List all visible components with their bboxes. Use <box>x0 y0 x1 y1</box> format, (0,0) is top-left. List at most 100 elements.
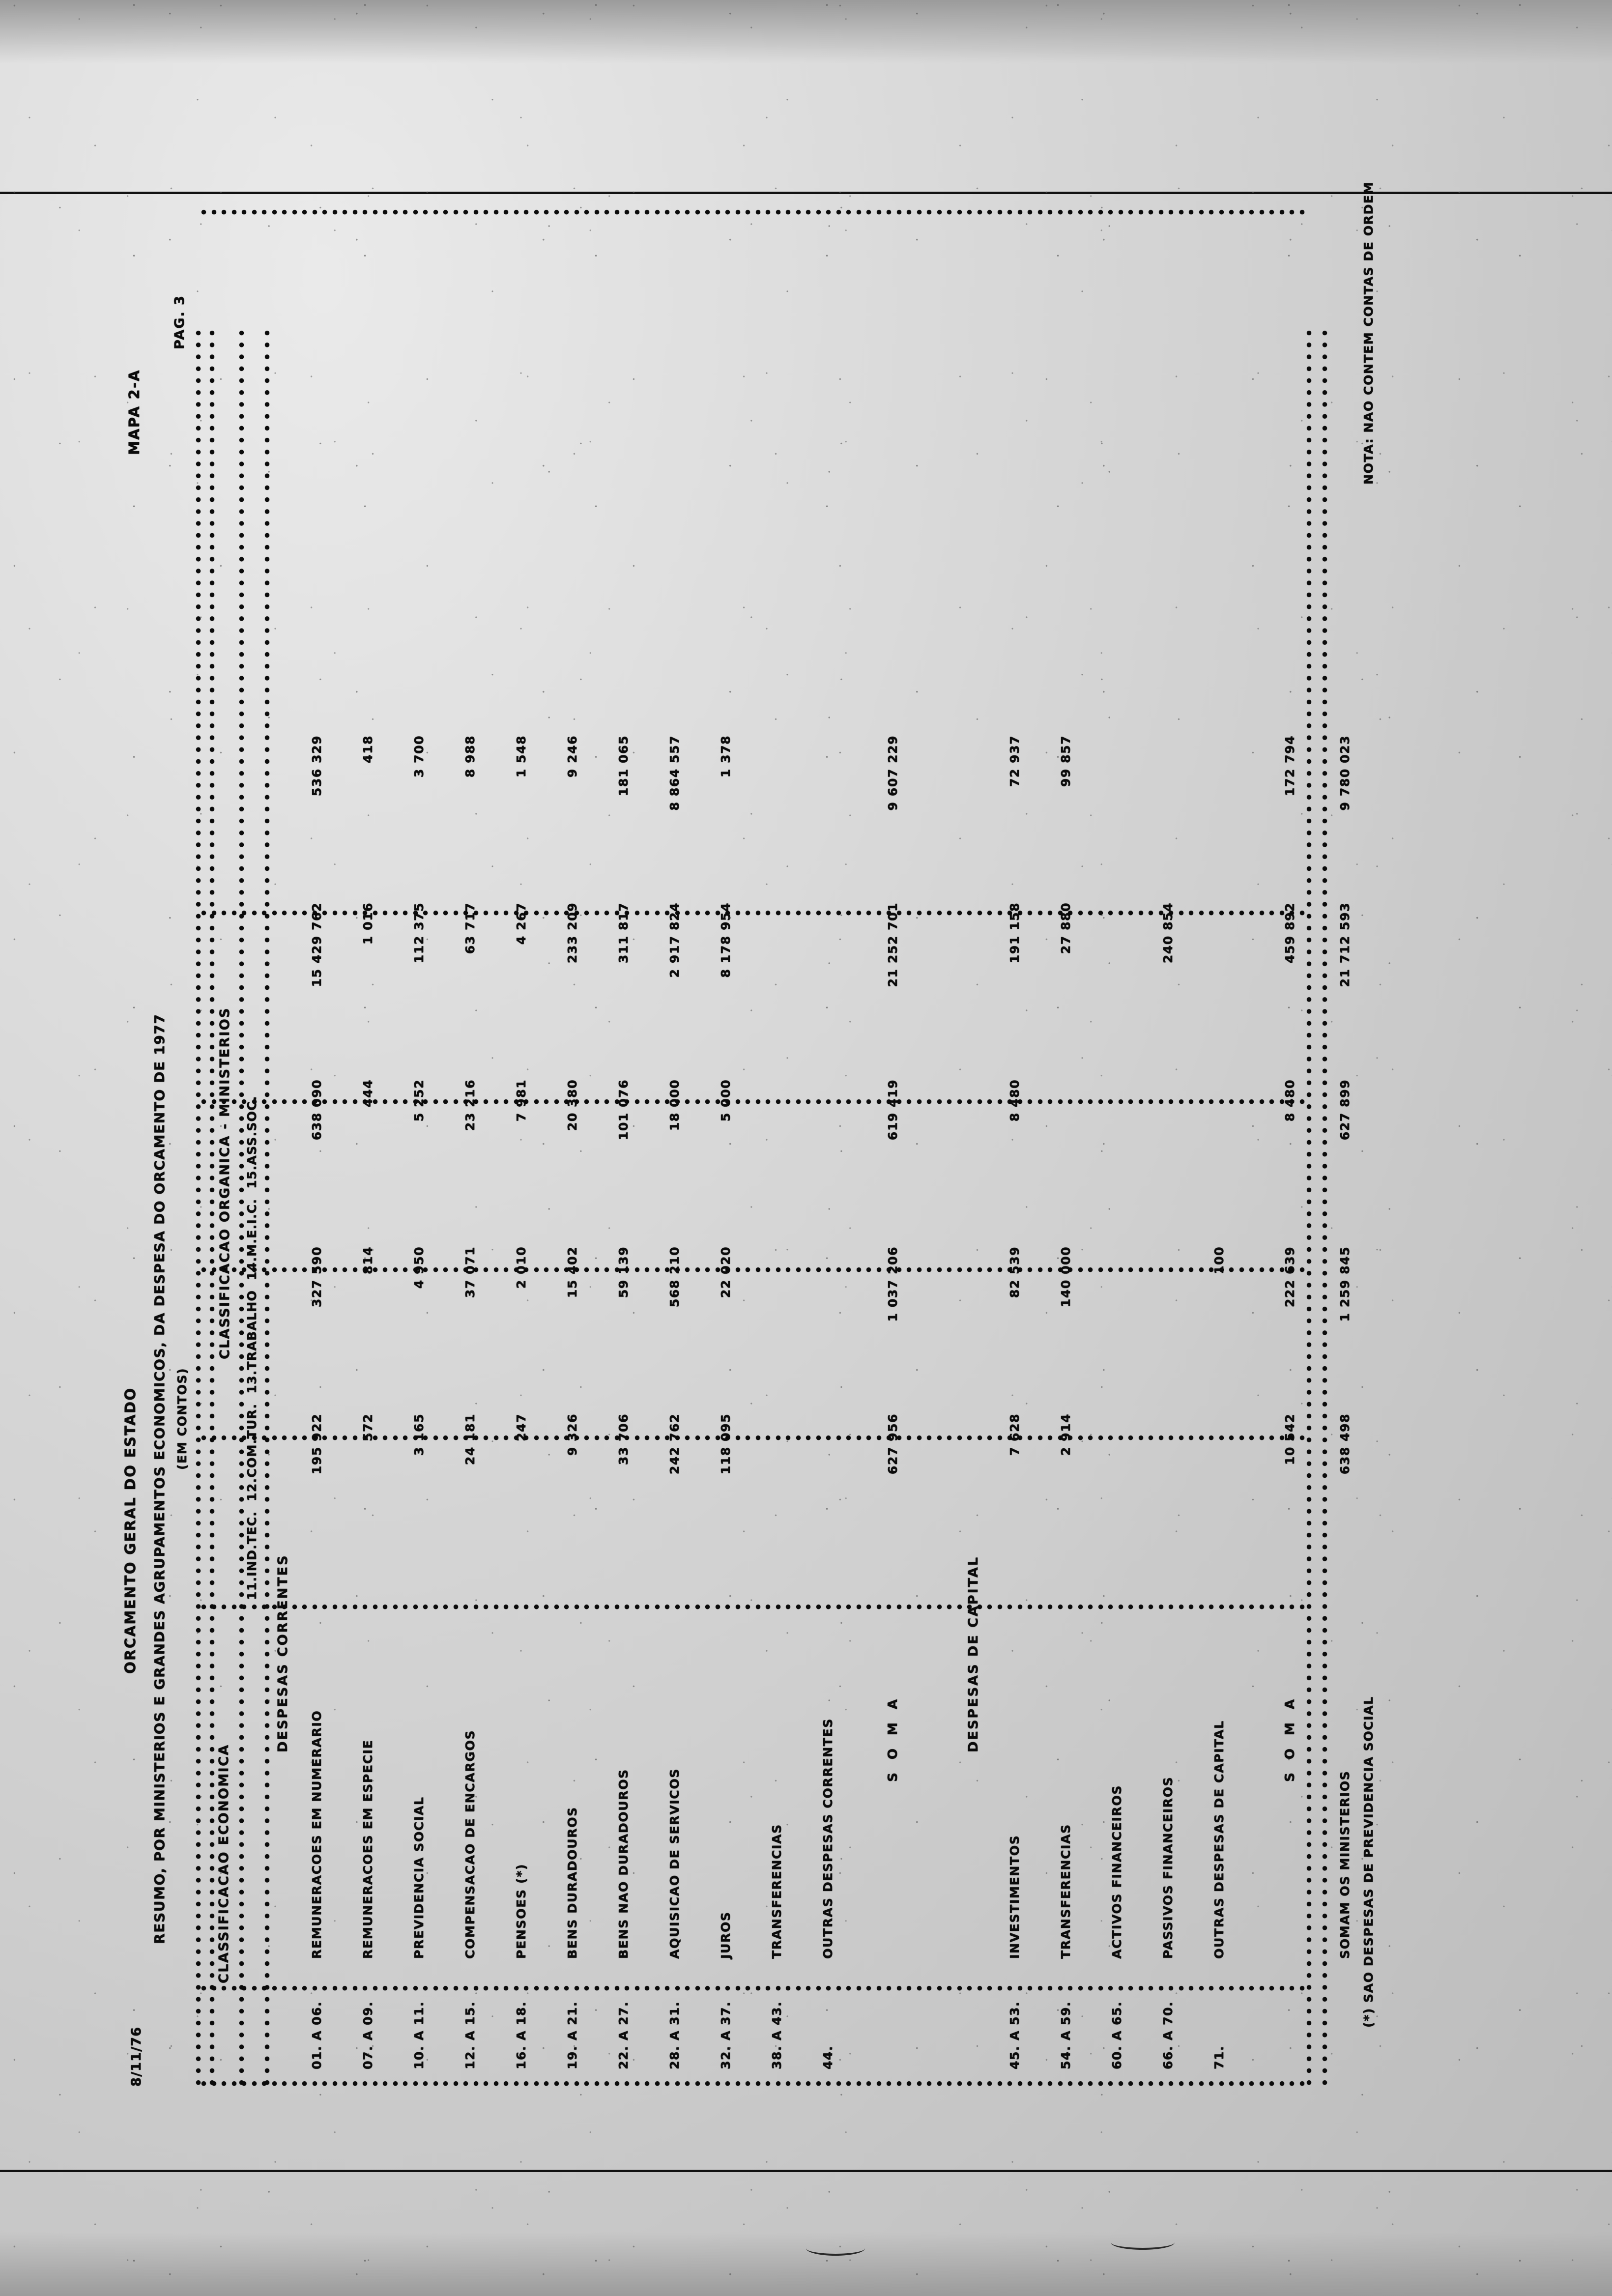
cell-value-asssoc: 172 794 <box>1283 735 1297 797</box>
cell-value-meic: 240 854 <box>1161 902 1175 964</box>
ministry-columns-header: 11.IND.TEC. 12.COM.TUR. 13.TRABALHO 14.M… <box>245 1095 259 1600</box>
economic-classification-caption: CLASSIFICACAO ECONOMICA <box>216 1744 231 1984</box>
current-expense-row: 32. A 37. JUROS 118 095 22 020 5 000 8 178 95… <box>719 190 749 2106</box>
cell-value-comtur: 568 210 <box>667 1246 682 1308</box>
cell-value-indtec: 7 628 <box>1008 1413 1022 1456</box>
capital-expense-row: 54. A 59. TRANSFERENCIAS 2 914 140 000 27 88… <box>1059 190 1089 2106</box>
unit-note: (EM CONTOS) <box>175 1368 189 1470</box>
cell-value-meic: 4 267 <box>514 902 528 945</box>
cell-value-asssoc: 1 378 <box>719 735 733 778</box>
cell-value-asssoc: 9 780 023 <box>1338 735 1352 811</box>
row-code: 28. A 31. <box>667 2001 682 2069</box>
cell-value-comtur: 37 071 <box>463 1246 477 1298</box>
cell-value-trabalho: 101 076 <box>616 1079 631 1141</box>
current-expenses-caption: DESPESAS CORRENTES <box>275 1554 290 1752</box>
printed-sheet: 8/11/76 ORCAMENTO GERAL DO ESTADO MAPA 2… <box>113 181 1499 2106</box>
cell-value-meic: 21 712 593 <box>1338 902 1352 987</box>
cell-value-comtur: 59 139 <box>616 1246 631 1298</box>
soma-label: S O M A <box>1283 1695 1297 1782</box>
cell-value-indtec: 247 <box>514 1413 528 1441</box>
cell-value-meic: 21 252 701 <box>886 902 900 987</box>
cell-value-trabalho: 7 981 <box>514 1079 528 1122</box>
row-label: INVESTIMENTOS <box>1008 1835 1022 1959</box>
cell-value-indtec: 2 914 <box>1059 1413 1073 1456</box>
cell-value-trabalho: 619 419 <box>886 1079 900 1141</box>
dot-separator-top: ••••••••••••••••••••••••••••••••••••••••… <box>192 325 206 2087</box>
capital-expense-row: 60. A 65. ACTIVOS FINANCEIROS <box>1110 190 1140 2106</box>
row-label: BENS NAO DURADOUROS <box>616 1769 631 1959</box>
cell-value-indtec: 118 095 <box>719 1413 733 1475</box>
cell-value-meic: 1 016 <box>361 902 375 945</box>
row-code: 32. A 37. <box>719 2001 733 2069</box>
row-label: JUROS <box>719 1911 733 1959</box>
scan-artifact-right <box>1111 2235 1175 2250</box>
cell-value-indtec: 572 <box>361 1413 375 1441</box>
cell-value-indtec: 33 706 <box>616 1413 631 1465</box>
row-code: 19. A 21. <box>565 2001 579 2069</box>
row-code: 38. A 43. <box>770 2001 784 2069</box>
note-previdencia: (*) SAO DESPESAS DE PREVIDENCIA SOCIAL <box>1361 1696 1376 2028</box>
cell-value-asssoc: 1 548 <box>514 735 528 778</box>
cell-value-asssoc: 8 864 557 <box>667 735 682 811</box>
cell-value-asssoc: 3 700 <box>412 735 426 778</box>
cell-value-asssoc: 9 246 <box>565 735 579 778</box>
scan-artifact-left <box>806 2241 865 2256</box>
scan-shadow-top <box>0 0 1612 64</box>
current-expense-row: 22. A 27. BENS NAO DURADOUROS 33 706 59 139… <box>616 190 647 2106</box>
row-label: REMUNERACOES EM NUMERARIO <box>310 1710 324 1959</box>
current-expense-row: 01. A 06. REMUNERACOES EM NUMERARIO 195 92… <box>310 190 340 2106</box>
cell-value-comtur: 140 000 <box>1059 1246 1073 1308</box>
cell-value-indtec: 638 498 <box>1338 1413 1352 1475</box>
cell-value-comtur: 1 037 206 <box>886 1246 900 1322</box>
cell-value-asssoc: 72 937 <box>1008 735 1022 787</box>
cell-value-asssoc: 536 329 <box>310 735 324 797</box>
row-code: 10. A 11. <box>412 2001 426 2069</box>
cell-value-indtec: 10 542 <box>1283 1413 1297 1465</box>
capital-expenses-caption: DESPESAS DE CAPITAL <box>966 1556 981 1752</box>
cell-value-asssoc: 181 065 <box>616 735 631 797</box>
organic-classification-caption: CLASSIFICACAO ORGANICA - MINISTERIOS <box>217 1007 232 1359</box>
current-expense-row: 38. A 43. TRANSFERENCIAS <box>770 190 800 2106</box>
current-expense-row: 10. A 11. PREVIDENCIA SOCIAL 3 165 4 950 5 2… <box>412 190 442 2106</box>
cell-value-meic: 459 892 <box>1283 902 1297 964</box>
map-label: MAPA 2-A <box>126 369 143 455</box>
cell-value-meic: 27 880 <box>1059 902 1073 954</box>
cell-value-meic: 8 178 954 <box>719 902 733 978</box>
note-contas-de-ordem: NOTA: NAO CONTEM CONTAS DE ORDEM <box>1361 181 1376 485</box>
cell-value-meic: 233 209 <box>565 902 579 964</box>
cell-value-trabalho: 5 000 <box>719 1079 733 1122</box>
cell-value-meic: 63 717 <box>463 902 477 954</box>
current-expense-row: 12. A 15. COMPENSACAO DE ENCARGOS 24 181 37… <box>463 190 493 2106</box>
cell-value-trabalho: 23 216 <box>463 1079 477 1131</box>
cell-value-comtur: 4 950 <box>412 1246 426 1289</box>
cell-value-comtur: 100 <box>1212 1246 1226 1274</box>
cell-value-comtur: 327 590 <box>310 1246 324 1308</box>
ministries-total-label: SOMAM OS MINISTERIOS <box>1338 1770 1352 1959</box>
cell-value-trabalho: 444 <box>361 1079 375 1107</box>
report-date: 8/11/76 <box>129 2026 144 2087</box>
row-label: TRANSFERENCIAS <box>770 1824 784 1959</box>
page-number: PAG. 3 <box>172 295 187 349</box>
cell-value-comtur: 15 402 <box>565 1246 579 1298</box>
row-label: AQUISICAO DE SERVICOS <box>667 1768 682 1959</box>
soma-label: S O M A <box>886 1695 900 1782</box>
cell-value-indtec: 242 762 <box>667 1413 682 1475</box>
cell-value-indtec: 9 326 <box>565 1413 579 1456</box>
report-subtitle: RESUMO, POR MINISTERIOS E GRANDES AGRUPA… <box>151 1013 168 1944</box>
current-total-row: S O M A 627 956 1 037 206 619 419 21 252 701… <box>886 190 916 2106</box>
row-label: PENSOES (*) <box>514 1864 528 1959</box>
row-label: COMPENSACAO DE ENCARGOS <box>463 1729 477 1959</box>
current-expense-row: 28. A 31. AQUISICAO DE SERVICOS 242 762 568… <box>667 190 698 2106</box>
cell-value-comtur: 222 639 <box>1283 1246 1297 1308</box>
current-expense-row: 19. A 21. BENS DURADOUROS 9 326 15 402 20 38… <box>565 190 596 2106</box>
row-label: PASSIVOS FINANCEIROS <box>1161 1776 1175 1959</box>
cell-value-asssoc: 418 <box>361 735 375 763</box>
row-code: 71. <box>1212 2045 1226 2069</box>
cell-value-meic: 2 917 824 <box>667 902 682 978</box>
cell-value-meic: 15 429 762 <box>310 902 324 987</box>
cell-value-trabalho: 18 000 <box>667 1079 682 1131</box>
row-code: 54. A 59. <box>1059 2001 1073 2069</box>
cell-value-meic: 191 158 <box>1008 902 1022 964</box>
capital-total-row: S O M A 10 542 222 639 8 480 459 892 172 794 <box>1283 190 1313 2106</box>
cell-value-comtur: 1 259 845 <box>1338 1246 1352 1322</box>
